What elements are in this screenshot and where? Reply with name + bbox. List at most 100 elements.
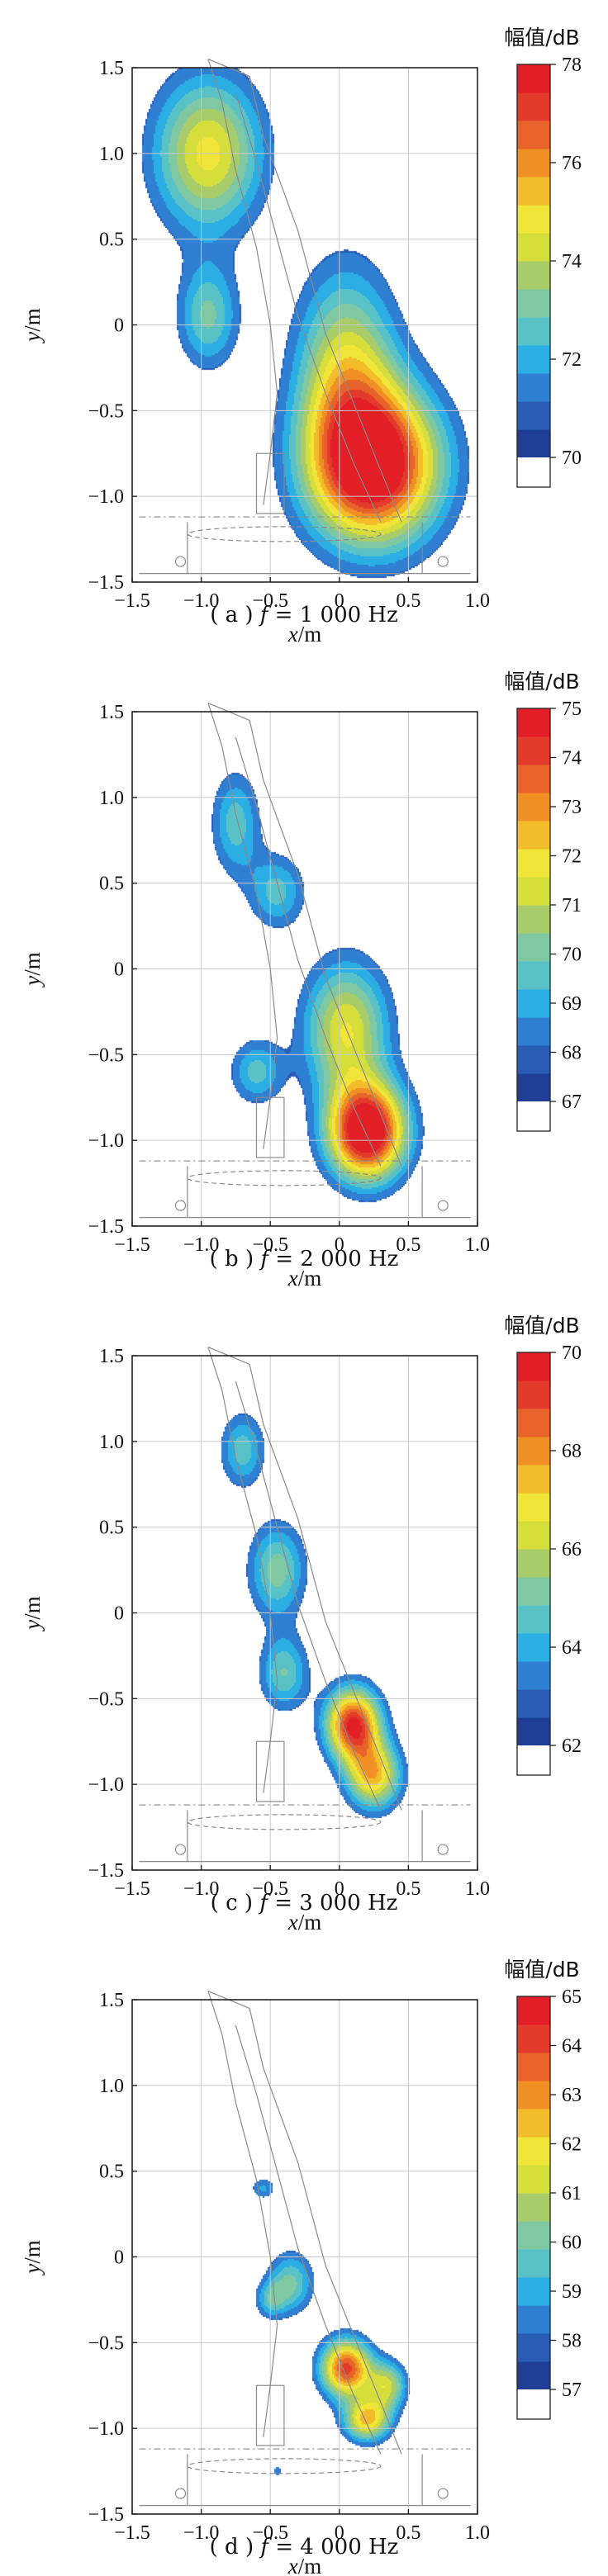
colorbar-title-c: 幅值/dB	[504, 1314, 579, 1338]
x-tick-label-a: −0.5	[252, 590, 288, 612]
colorbar-band-c	[517, 1549, 550, 1578]
model-wheel-left-c	[174, 1844, 187, 1855]
colorbar-band-c	[517, 1605, 550, 1634]
x-tick-label-d: 1.0	[465, 2522, 490, 2544]
model-wheel-right-b	[437, 1200, 449, 1211]
colorbar-b: 75 74 73 72 71 70 69 68 67 幅值/dB	[504, 670, 582, 1132]
colorbar-tick-label-b: 75	[562, 698, 582, 720]
colorbar-tick-label-c: 70	[562, 1342, 582, 1364]
y-axis-label-c: y/m	[20, 1596, 45, 1632]
colorbar-band-a	[517, 289, 550, 318]
model-edge-mid-b	[235, 736, 382, 1167]
colorbar-band-c	[517, 1633, 550, 1662]
y-tick-label-a: −0.5	[88, 400, 124, 422]
colorbar-tick-label-d: 65	[562, 1986, 582, 2008]
colorbar-band-d	[517, 2249, 550, 2278]
y-axis-label-b: y/m	[20, 952, 45, 988]
colorbar-band-a	[517, 149, 550, 178]
colorbar-band-a	[517, 345, 550, 374]
caption-a-value: = 1 000 Hz	[274, 603, 398, 627]
panel-d: −1.5 −1.0 −0.5 0 0.5 1.0 1.5 1.0 0.5 0 −0.5 −1.0 −1.…	[0, 1932, 608, 2576]
colorbar-tick-label-c: 68	[562, 1441, 582, 1462]
model-edge-left-b	[207, 703, 278, 1149]
colorbar-band-b	[517, 1073, 550, 1102]
model-box-b	[255, 1096, 285, 1158]
colorbar-band-c	[517, 1661, 550, 1690]
caption-b-var: f	[260, 1247, 268, 1271]
y-tick-label-b: 1.5	[99, 702, 124, 723]
y-axis-var-a: y	[20, 332, 45, 344]
x-tick-label-b: 0	[335, 1234, 344, 1256]
model-edge-left-d	[207, 1991, 278, 2437]
x-axis-var-c: x	[287, 1910, 298, 1932]
y-axis-var-c: y	[20, 1620, 45, 1632]
colorbar-tick-label-b: 74	[562, 748, 582, 769]
colorbar-tick-label-d: 60	[562, 2233, 582, 2254]
y-tick-label-d: 1.0	[99, 2076, 124, 2097]
x-axis-var-a: x	[287, 622, 298, 644]
x-tick-label-c: 1.0	[465, 1878, 490, 1900]
colorbar-tick-label-b: 70	[562, 945, 582, 966]
colorbar-band-c	[517, 1409, 550, 1437]
colorbar-tick-label-c: 62	[562, 1735, 582, 1757]
colorbar-tick-label-b: 68	[562, 1043, 582, 1064]
y-tick-label-d: −1.0	[88, 2418, 124, 2440]
colorbar-band-b	[517, 821, 550, 850]
colorbar-a: 78 76 74 72 70 幅值/dB	[504, 26, 582, 488]
y-tick-label-c: −0.5	[88, 1688, 124, 1710]
caption-c-value: = 3 000 Hz	[274, 1891, 398, 1915]
colorbar-band-c	[517, 1717, 550, 1746]
colorbar-band-d	[517, 2333, 550, 2362]
colorbar-frame-a	[516, 64, 551, 488]
model-box-c	[255, 1740, 285, 1802]
colorbar-band-d	[517, 2277, 550, 2306]
model-edge-right-d	[207, 1991, 402, 2455]
colorbar-tick-label-c: 66	[562, 1539, 582, 1560]
colorbar-tick-label-d: 61	[562, 2183, 582, 2204]
model-edge-right-c	[207, 1347, 402, 1811]
colorbar-min-band-d	[517, 2389, 550, 2419]
model-edge-left-c	[207, 1347, 278, 1793]
x-tick-label-c: −1.5	[114, 1878, 150, 1900]
colorbar-band-d	[517, 2081, 550, 2110]
x-tick-label-b: 0.5	[396, 1234, 420, 1256]
colorbar-band-b	[517, 961, 550, 990]
y-tick-label-d: −1.5	[88, 2504, 124, 2526]
colorbar-band-d	[517, 2361, 550, 2390]
colorbar-frame-b	[516, 708, 551, 1132]
caption-a-prefix: ( a )	[210, 603, 254, 627]
colorbar-band-c	[517, 1689, 550, 1718]
colorbar-band-d	[517, 2137, 550, 2166]
colorbar-tick-label-b: 69	[562, 993, 582, 1015]
y-tick-label-b: 0	[114, 959, 124, 981]
colorbar-min-band-b	[517, 1101, 550, 1131]
chart-a: −1.5 −1.0 −0.5 0 0.5 1.0 1.5 1.0 0.5 0 −0.5 −1.0 −1.…	[20, 26, 582, 644]
model-wheel-right-a	[437, 556, 449, 567]
colorbar-frame-c	[516, 1352, 551, 1776]
colorbar-band-c	[517, 1493, 550, 1522]
caption-c-var: f	[259, 1891, 268, 1915]
colorbar-tick-label-c: 64	[562, 1637, 582, 1659]
x-tick-label-a: −1.0	[183, 590, 220, 612]
colorbar-band-d	[517, 2221, 550, 2250]
colorbar-band-d	[517, 1996, 550, 2025]
y-axis-label-d: y/m	[20, 2240, 45, 2276]
colorbar-title-a: 幅值/dB	[504, 26, 579, 50]
chart-b: −1.5 −1.0 −0.5 0 0.5 1.0 1.5 1.0 0.5 0 −0.5 −1.0 −1.…	[20, 670, 582, 1288]
x-axis-unit-c: /m	[298, 1910, 322, 1932]
colorbar-band-b	[517, 933, 550, 962]
chart-d: −1.5 −1.0 −0.5 0 0.5 1.0 1.5 1.0 0.5 0 −0.5 −1.0 −1.…	[20, 1958, 582, 2576]
colorbar-band-a	[517, 121, 550, 149]
y-tick-label-c: 1.5	[99, 1346, 124, 1367]
colorbar-tick-label-b: 73	[562, 797, 582, 818]
y-tick-label-b: −1.5	[88, 1216, 124, 1238]
y-tick-label-c: −1.5	[88, 1860, 124, 1882]
caption-b-value: = 2 000 Hz	[275, 1247, 399, 1271]
x-axis-unit-d: /m	[298, 2554, 322, 2576]
caption-d-value: = 4 000 Hz	[275, 2535, 399, 2559]
colorbar-tick-label-a: 72	[562, 349, 582, 371]
x-axis-unit-b: /m	[298, 1266, 322, 1288]
colorbar-tick-label-d: 64	[562, 2036, 582, 2057]
x-tick-label-a: 0.5	[396, 590, 420, 612]
colorbar-band-b	[517, 793, 550, 822]
